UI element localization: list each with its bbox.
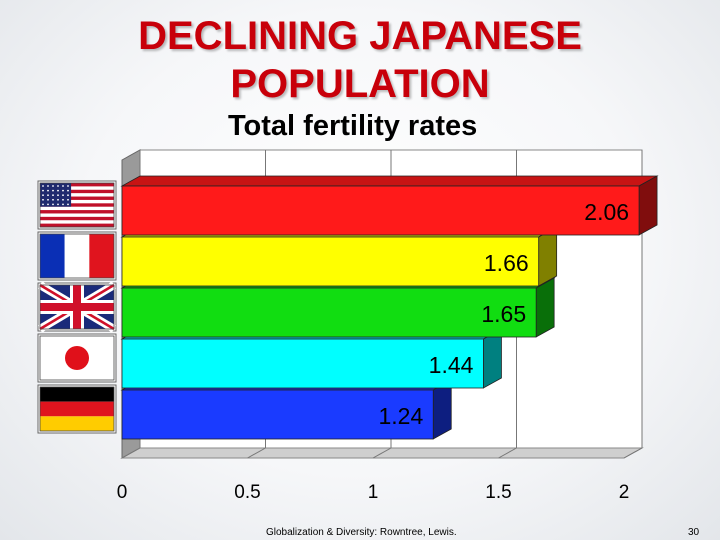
bar-3: 1.44	[120, 328, 503, 389]
chart-title: Total fertility rates	[228, 110, 478, 142]
floor-gridline	[623, 447, 643, 459]
floor-gridline	[121, 447, 141, 459]
bar-value-label: 1.66	[484, 250, 529, 276]
floor-gridline	[372, 447, 392, 459]
bar-value-label: 1.44	[429, 352, 474, 378]
bar-front-face	[121, 287, 537, 338]
floor-gridline	[247, 447, 266, 459]
bar-top-face	[120, 175, 659, 187]
japan-flag-icon	[37, 333, 117, 383]
title-line-2: POPULATION	[230, 62, 490, 106]
x-tick-label: 0	[117, 482, 128, 503]
title-line-1: DECLINING JAPANESE	[138, 14, 582, 58]
bar-side-face	[638, 175, 658, 236]
x-tick-label: 2	[619, 482, 630, 503]
bar-front-face	[121, 338, 484, 389]
bar-side-face	[432, 379, 452, 440]
bar-value-label: 2.06	[584, 199, 629, 225]
bar-front-face	[121, 185, 640, 236]
bar-0: 2.06	[120, 175, 659, 236]
bar-side-face	[483, 328, 502, 389]
bar-front-face	[121, 236, 540, 287]
france-flag-icon	[37, 231, 117, 281]
x-tick-label: 0.5	[234, 482, 260, 503]
bar-4: 1.24	[120, 379, 453, 440]
bar-2: 1.65	[120, 277, 556, 338]
footer-credit: Globalization & Diversity: Rowntree, Lew…	[266, 527, 457, 538]
bar-1: 1.66	[120, 226, 559, 287]
bar-side-face	[535, 277, 555, 338]
bar-side-face	[538, 226, 558, 287]
page-number: 30	[688, 527, 700, 538]
bar-value-label: 1.24	[378, 403, 423, 429]
us-flag-icon	[37, 180, 117, 230]
floor-gridline	[498, 447, 517, 459]
bar-front-face	[121, 389, 434, 440]
x-tick-label: 1	[368, 482, 379, 503]
bar-value-label: 1.65	[481, 301, 526, 327]
x-tick-label: 1.5	[485, 482, 511, 503]
germany-flag-icon	[37, 384, 117, 434]
uk-flag-icon	[37, 281, 117, 333]
